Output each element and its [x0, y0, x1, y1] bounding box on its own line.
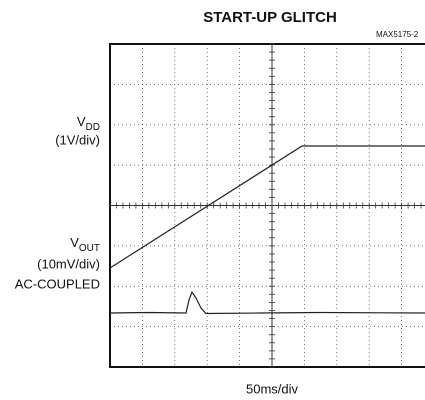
scope-grid	[110, 44, 425, 367]
vout-coupling: AC-COUPLED	[15, 276, 100, 291]
vout-scale: (10mV/div)	[37, 256, 100, 271]
vout-subscript: OUT	[79, 243, 100, 254]
vdd-scale: (1V/div)	[55, 132, 100, 147]
vdd-label: VDD	[77, 114, 100, 132]
figure-id: MAX5175-2	[376, 30, 419, 39]
vdd-trace	[109, 145, 425, 269]
vout-label: VOUT	[70, 235, 100, 253]
vout-trace	[109, 290, 425, 315]
title: START-UP GLITCH	[203, 9, 337, 26]
vdd-subscript: DD	[86, 122, 100, 133]
timebase: 50ms/div	[246, 381, 299, 396]
vout-symbol: V	[70, 235, 79, 250]
vdd-symbol: V	[77, 114, 86, 129]
center-axes	[109, 43, 425, 368]
